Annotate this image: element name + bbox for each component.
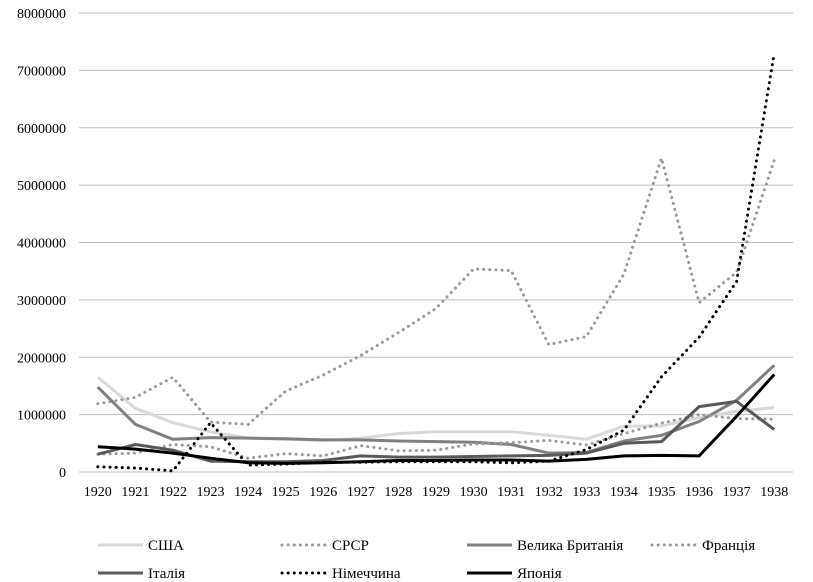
x-tick-label: 1931 <box>497 485 525 500</box>
x-tick-label: 1924 <box>234 485 262 500</box>
x-tick-label: 1928 <box>384 485 412 500</box>
y-tick-label: 4000000 <box>17 237 66 252</box>
y-axis-ticks: 0 1000000 2000000 3000000 4000000 5000000 6000… <box>17 7 66 481</box>
series-lines <box>96 51 776 473</box>
legend-label: Німеччина <box>332 566 401 582</box>
series-line-6 <box>96 51 776 473</box>
x-tick-label: 1934 <box>610 485 638 500</box>
series-line-2 <box>96 152 776 426</box>
x-tick-label: 1936 <box>685 485 713 500</box>
x-tick-label: 1925 <box>272 485 300 500</box>
legend-label: СРСР <box>332 538 369 554</box>
legend-label: США <box>148 538 184 554</box>
y-tick-label: 3000000 <box>17 294 66 309</box>
x-tick-label: 1920 <box>84 485 112 500</box>
x-tick-label: 1927 <box>347 485 375 500</box>
y-tick-label: 7000000 <box>17 64 66 79</box>
y-tick-label: 0 <box>59 466 66 481</box>
x-tick-label: 1930 <box>460 485 488 500</box>
y-tick-label: 1000000 <box>17 409 66 424</box>
legend-label: Франція <box>702 538 755 554</box>
x-tick-label: 1921 <box>121 485 149 500</box>
x-tick-label: 1932 <box>535 485 563 500</box>
legend-label: Велика Британія <box>517 538 623 554</box>
x-tick-label: 1937 <box>723 485 751 500</box>
legend-label: Японія <box>517 566 562 582</box>
y-tick-label: 8000000 <box>17 7 66 22</box>
series-line-7 <box>97 373 776 465</box>
x-tick-label: 1922 <box>159 485 187 500</box>
legend: США СРСР Велика Британія Франція Італія Німеч… <box>98 538 755 582</box>
x-tick-label: 1929 <box>422 485 450 500</box>
x-tick-label: 1938 <box>760 485 788 500</box>
series-line-4 <box>96 413 776 460</box>
x-tick-label: 1923 <box>197 485 225 500</box>
y-tick-label: 6000000 <box>17 122 66 137</box>
y-tick-label: 2000000 <box>17 351 66 366</box>
series-line-1 <box>96 376 775 442</box>
x-tick-label: 1933 <box>572 485 600 500</box>
series-line-5 <box>97 399 776 464</box>
x-axis-ticks: 1920 1921 1922 1923 1924 1925 1926 1927 1928 1929… <box>84 485 788 500</box>
gridlines <box>79 12 793 473</box>
x-tick-label: 1926 <box>309 485 337 500</box>
x-tick-label: 1935 <box>647 485 675 500</box>
legend-label: Італія <box>148 566 185 582</box>
series-line-3 <box>96 364 776 455</box>
y-tick-label: 5000000 <box>17 179 66 194</box>
